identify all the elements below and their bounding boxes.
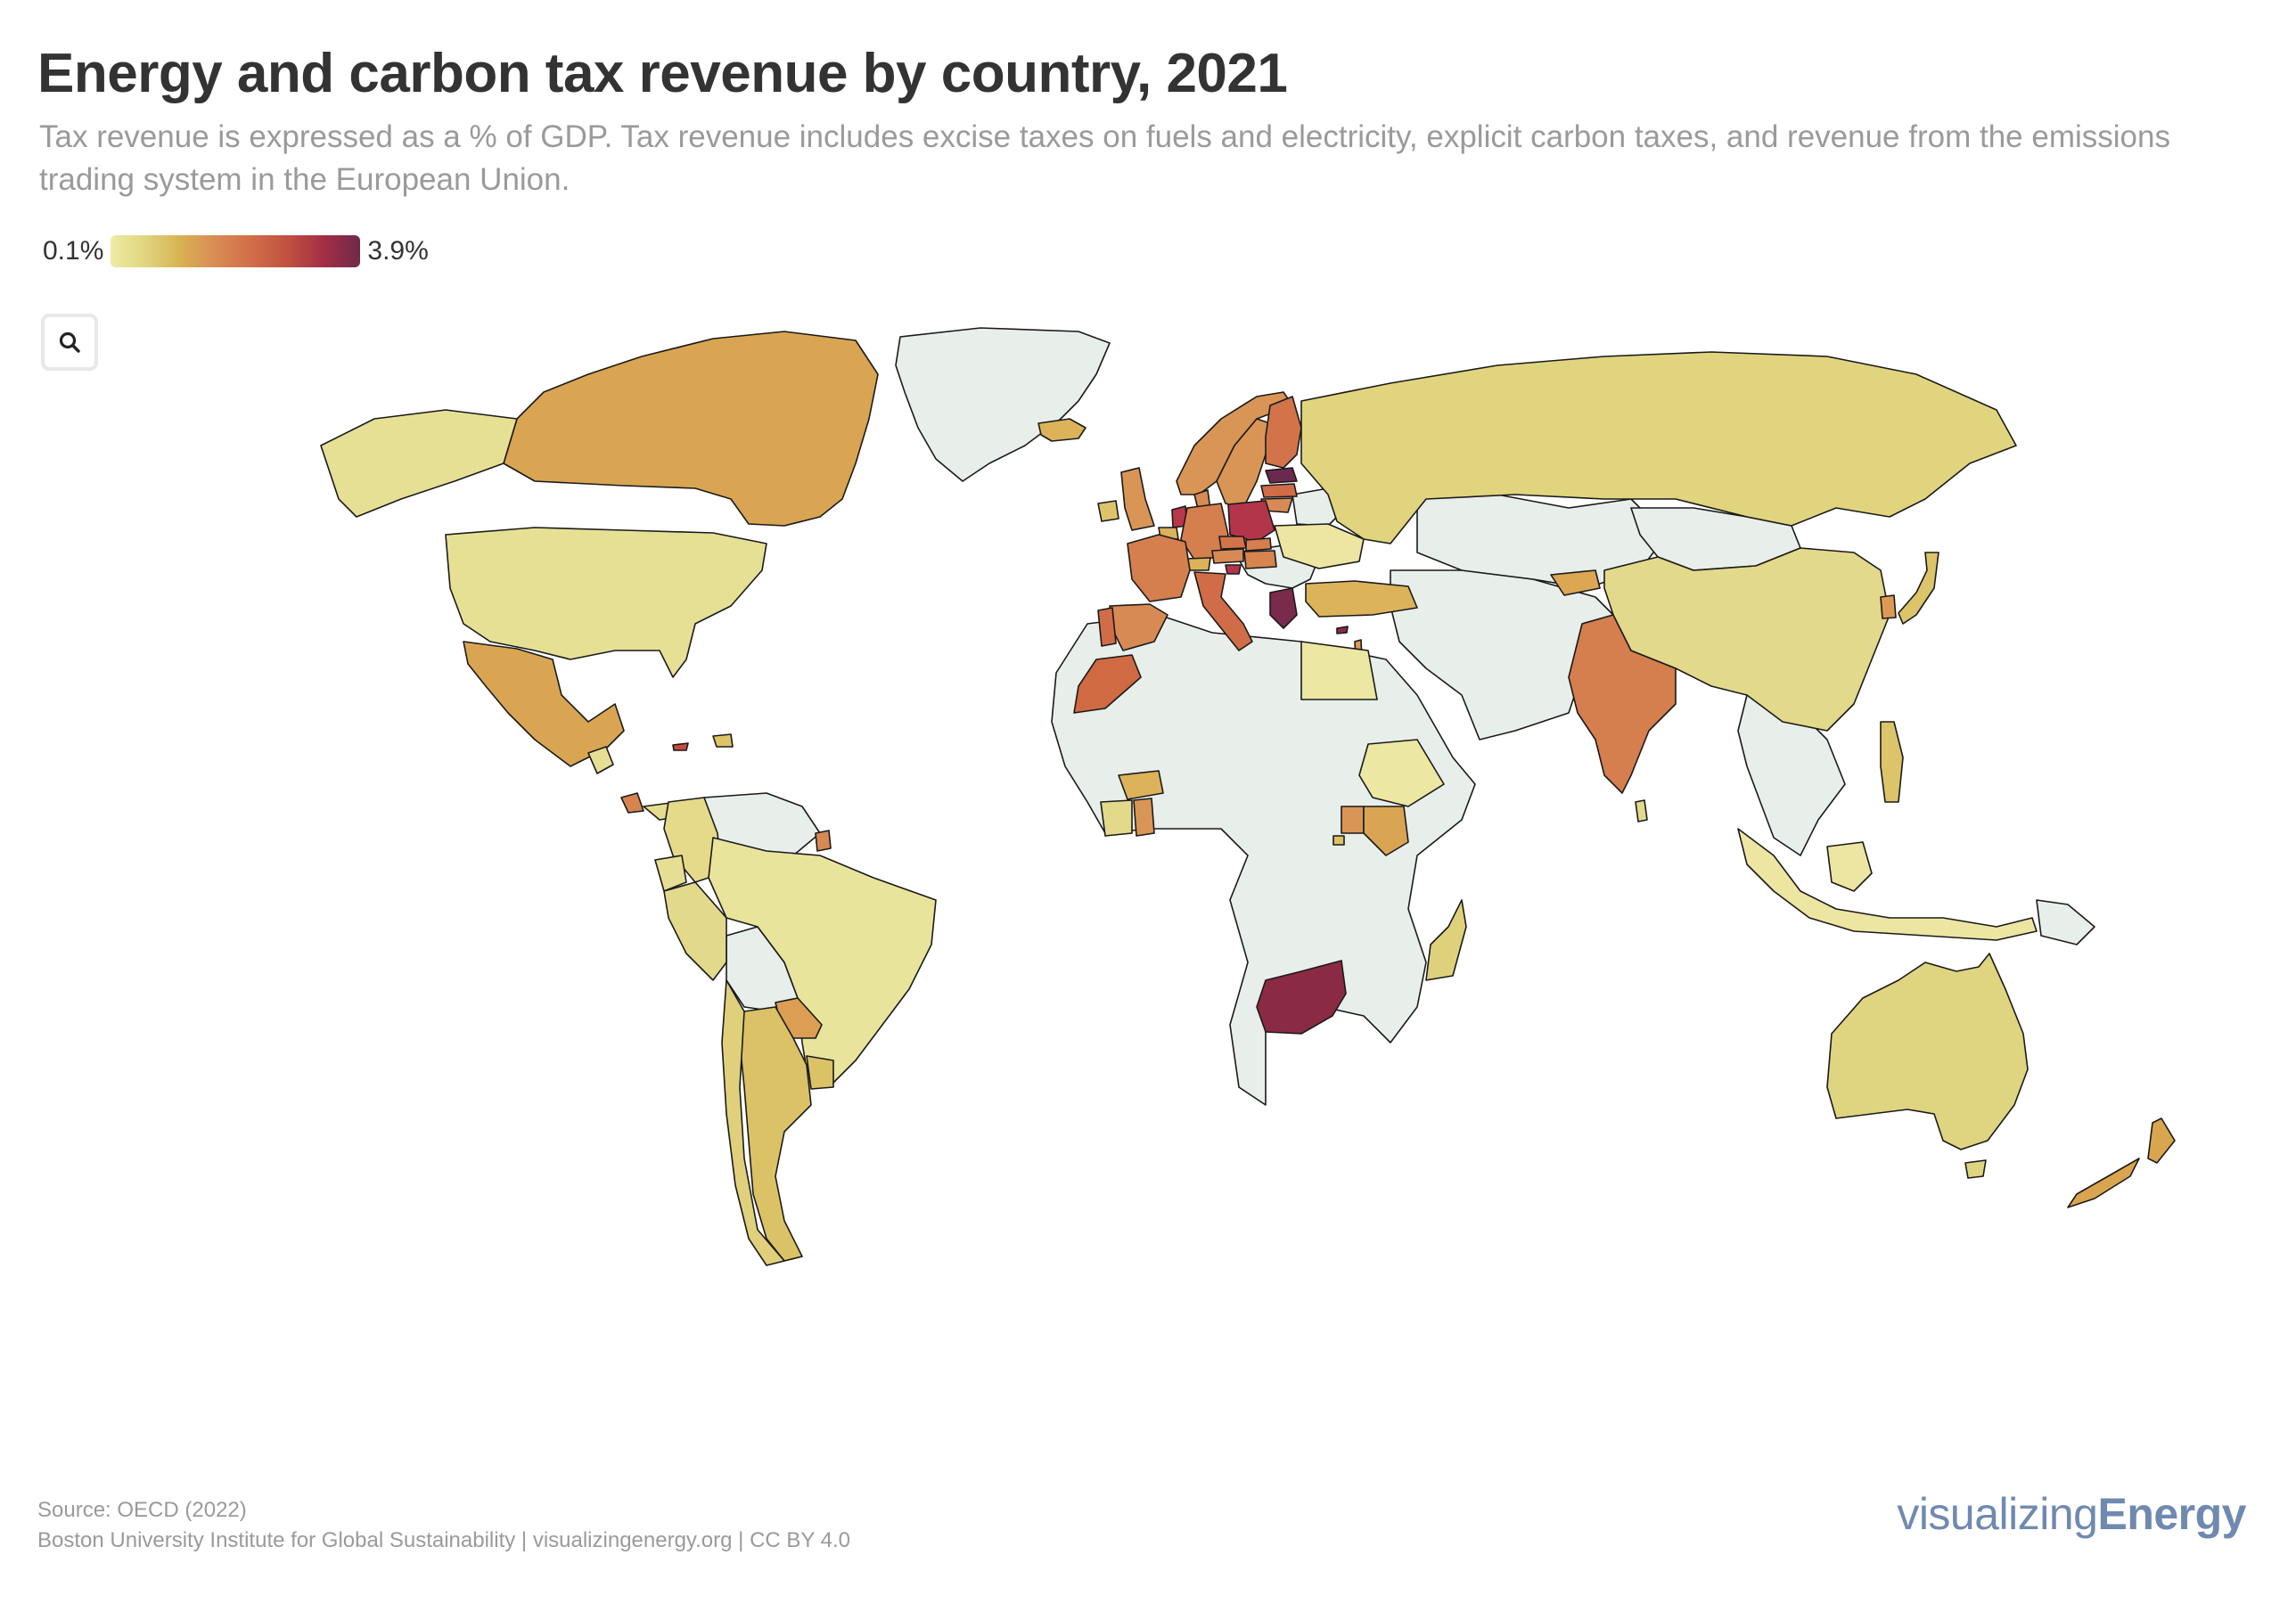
- chart-subtitle: Tax revenue is expressed as a % of GDP. …: [39, 119, 2170, 197]
- country-ukraine[interactable]: Ukraine: 0.4%: [1274, 523, 1365, 569]
- country-new-zealand-south[interactable]: New Zealand: 1.3%: [2067, 1158, 2140, 1208]
- country-slovenia[interactable]: Slovenia: 3%: [1225, 564, 1242, 575]
- country-kyrgyzstan[interactable]: Kyrgyzstan: 1.3%: [1550, 569, 1601, 596]
- country-china[interactable]: China: 0.6%: [1603, 547, 1890, 732]
- country-indonesia[interactable]: Indonesia: 0.4%: [1737, 828, 2038, 941]
- country-uganda[interactable]: Uganda: 1.5%: [1341, 806, 1365, 834]
- country-australia[interactable]: Australia: 0.7%: [1826, 953, 2029, 1150]
- brand-logo[interactable]: visualizingEnergy: [1897, 1488, 2246, 1540]
- footer: Source: OECD (2022) Boston University In…: [37, 1495, 850, 1556]
- country-ireland[interactable]: Ireland: 0.9%: [1097, 500, 1119, 522]
- country-peru[interactable]: Peru: 0.6%: [663, 881, 727, 981]
- country-united-kingdom[interactable]: United Kingdom: 1.5%: [1120, 467, 1155, 531]
- country-dominican-republic[interactable]: Dominican Republic: 0.9%: [712, 733, 734, 748]
- legend-gradient-bar: [111, 235, 361, 267]
- country-united-states[interactable]: United States: 0.5%: [445, 527, 767, 678]
- country-latvia[interactable]: Latvia: 2.2%: [1260, 483, 1298, 498]
- country-estonia[interactable]: Estonia: 3.9%: [1265, 467, 1298, 484]
- country-morocco[interactable]: Morocco: 2.2%: [1073, 654, 1142, 714]
- country-poland[interactable]: Poland: 3%: [1227, 500, 1275, 543]
- country-malaysia-borneo[interactable]: Indonesia: 0.4%: [1826, 841, 1873, 892]
- country-portugal[interactable]: Portugal: 2.2%: [1097, 607, 1117, 647]
- source-text: Source: OECD (2022): [37, 1498, 247, 1522]
- country-mexico[interactable]: Mexico: 1.3%: [463, 641, 625, 767]
- color-legend: 0.1% 3.9%: [43, 233, 429, 269]
- country-canada[interactable]: Canada: 1.3%: [503, 331, 879, 527]
- country-turkey[interactable]: Turkey: 1.1%: [1305, 580, 1418, 618]
- country-chile[interactable]: Chile: 0.8%: [721, 979, 785, 1266]
- country-egypt[interactable]: Egypt: 0.3%: [1300, 641, 1378, 700]
- country-usa-alaska[interactable]: United States: 0.5%: [320, 409, 518, 518]
- country-france[interactable]: France: 1.9%: [1127, 534, 1191, 602]
- country-nodata-middle-east[interactable]: [1390, 569, 1623, 741]
- legend-max-label: 3.9%: [367, 236, 429, 266]
- country-brazil[interactable]: Brazil: 0.4%: [708, 837, 937, 1088]
- country-japan[interactable]: Japan: 0.9%: [1898, 552, 1939, 625]
- country-finland[interactable]: Finland: 2.1%: [1265, 396, 1302, 469]
- legend-min-label: 0.1%: [43, 236, 104, 266]
- logo-light-text: visualizing: [1897, 1489, 2098, 1539]
- country-rwanda[interactable]: Rwanda: 1%: [1332, 835, 1345, 846]
- country-kenya[interactable]: Kenya: 1.3%: [1363, 806, 1409, 856]
- country-russia[interactable]: Russia: 0.7%: [1300, 351, 2017, 544]
- country-south-korea[interactable]: South Korea: 1.5%: [1880, 594, 1897, 619]
- country-ecuador[interactable]: Ecuador: 0.5%: [654, 855, 687, 892]
- country-guatemala[interactable]: Guatemala: 0.5%: [587, 746, 614, 774]
- country-philippines[interactable]: Philippines: 0.9%: [1880, 721, 1904, 803]
- country-argentina[interactable]: Argentina: 1%: [739, 1006, 812, 1262]
- country-czechia[interactable]: Czechia: 2.1%: [1218, 536, 1247, 550]
- country-hungary[interactable]: Hungary: 1.8%: [1243, 550, 1277, 569]
- country-italy[interactable]: Italy: 2.2%: [1193, 571, 1253, 651]
- country-iceland[interactable]: Iceland: 1.2%: [1037, 418, 1086, 442]
- credit-text: Boston University Institute for Global S…: [37, 1528, 851, 1552]
- country-jamaica[interactable]: Jamaica: 2.6%: [672, 742, 689, 751]
- country-new-zealand-north[interactable]: New Zealand: 1.3%: [2147, 1117, 2176, 1164]
- country-tasmania[interactable]: Australia: 0.7%: [1964, 1159, 1987, 1179]
- country-madagascar[interactable]: Madagascar: 0.8%: [1425, 899, 1467, 981]
- country-slovakia[interactable]: Slovakia: 1.9%: [1245, 537, 1272, 552]
- search-button[interactable]: [41, 314, 98, 371]
- country-uruguay[interactable]: Uruguay: 1%: [806, 1055, 834, 1090]
- country-austria[interactable]: Austria: 1.6%: [1211, 548, 1244, 564]
- country-cote-divoire[interactable]: Cote d'Ivoire: 0.6%: [1100, 799, 1133, 837]
- country-ethiopia[interactable]: Ethiopia: 0.4%: [1358, 739, 1445, 807]
- country-greece[interactable]: Greece: 3.6%: [1269, 587, 1298, 629]
- country-sri-lanka[interactable]: Sri Lanka: 0.7%: [1635, 799, 1648, 822]
- country-papua[interactable]: [2036, 899, 2095, 945]
- country-ghana[interactable]: Ghana: 1.5%: [1133, 798, 1155, 837]
- country-cyprus[interactable]: Cyprus: 3.2%: [1336, 626, 1349, 634]
- logo-bold-text: Energy: [2097, 1489, 2246, 1539]
- search-icon: [59, 331, 80, 353]
- country-costa-rica[interactable]: Costa Rica: 1.6%: [620, 792, 644, 814]
- country-burkina-faso[interactable]: Burkina Faso: 1.1%: [1118, 770, 1164, 800]
- country-greenland[interactable]: [895, 327, 1111, 482]
- country-french-guiana[interactable]: Guyana (French Guiana): 1.6%: [815, 830, 832, 852]
- chart-title: Energy and carbon tax revenue by country…: [37, 43, 1288, 104]
- country-south-africa[interactable]: South Africa: 3.3%: [1256, 960, 1347, 1035]
